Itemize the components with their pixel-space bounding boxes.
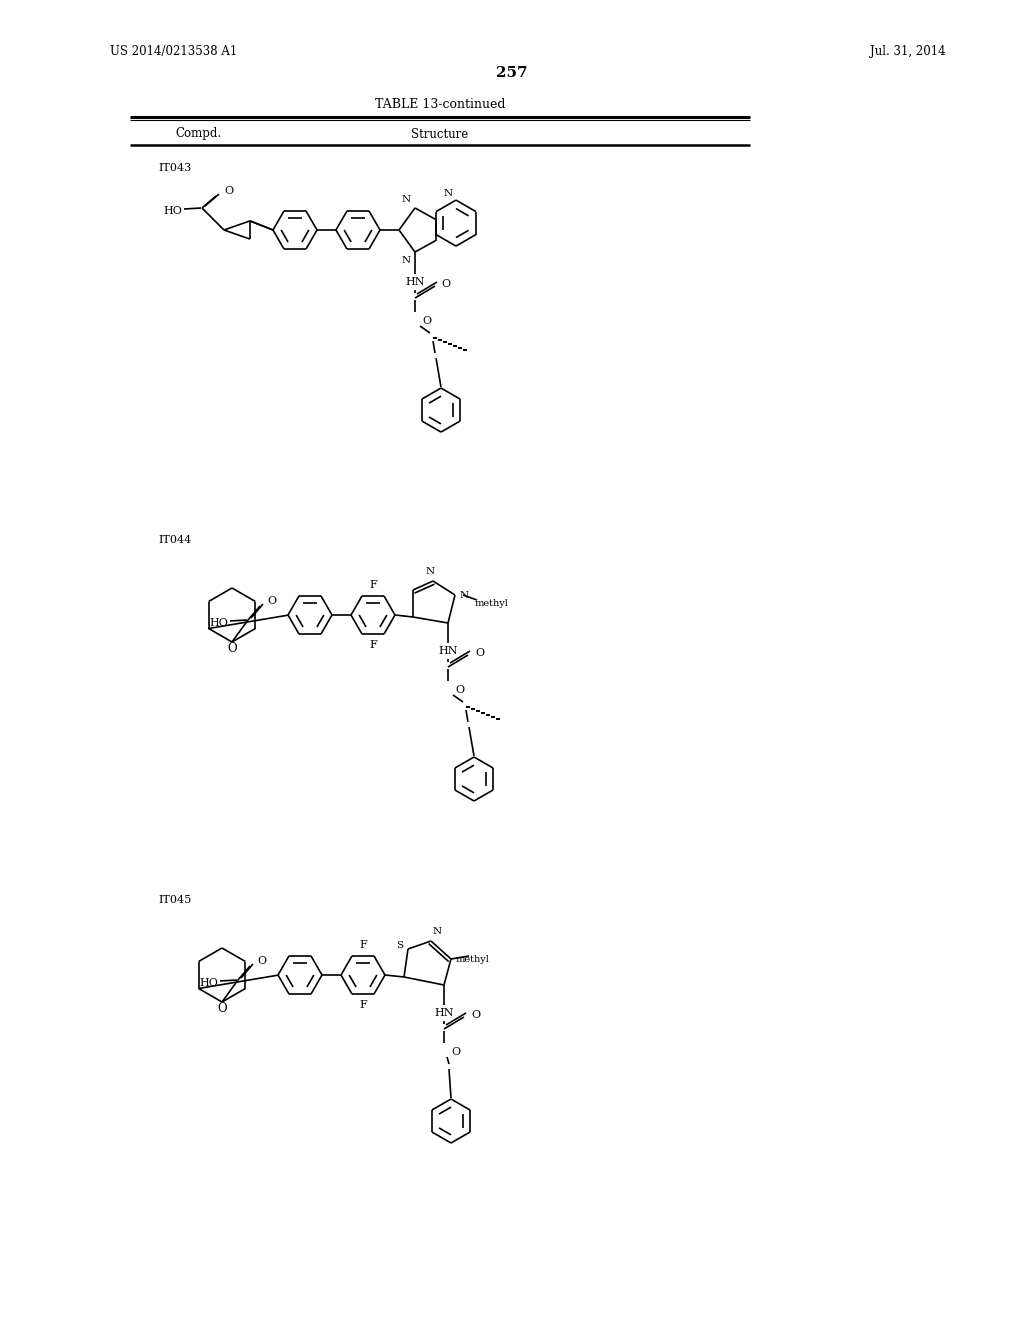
Text: IT045: IT045	[158, 895, 191, 906]
Text: O: O	[227, 642, 237, 655]
Text: N: N	[460, 590, 469, 599]
Text: O: O	[455, 685, 464, 696]
Text: N: N	[401, 256, 411, 265]
Text: O: O	[224, 186, 233, 195]
Text: O: O	[471, 1010, 480, 1020]
Text: Structure: Structure	[412, 128, 469, 140]
Text: methyl: methyl	[475, 598, 509, 607]
Text: N: N	[401, 195, 411, 205]
Text: O: O	[451, 1047, 460, 1057]
Text: O: O	[422, 315, 431, 326]
Text: IT044: IT044	[158, 535, 191, 545]
Text: N: N	[443, 189, 453, 198]
Text: F: F	[359, 940, 367, 950]
Text: S: S	[396, 941, 403, 950]
Text: O: O	[475, 648, 484, 657]
Text: Compd.: Compd.	[175, 128, 221, 140]
Text: O: O	[257, 956, 266, 966]
Text: US 2014/0213538 A1: US 2014/0213538 A1	[110, 45, 238, 58]
Text: HO: HO	[199, 978, 218, 987]
Text: HO: HO	[209, 618, 228, 628]
Text: TABLE 13-continued: TABLE 13-continued	[375, 99, 505, 111]
Text: F: F	[369, 579, 377, 590]
Text: HN: HN	[434, 1008, 454, 1018]
Text: HN: HN	[406, 277, 425, 286]
Text: HN: HN	[438, 645, 458, 656]
Text: F: F	[359, 1001, 367, 1010]
Text: F: F	[369, 640, 377, 649]
Text: O: O	[217, 1002, 226, 1015]
Text: IT043: IT043	[158, 162, 191, 173]
Text: N: N	[433, 927, 442, 936]
Text: O: O	[267, 597, 276, 606]
Text: N: N	[425, 568, 434, 576]
Text: HO: HO	[163, 206, 182, 216]
Text: Jul. 31, 2014: Jul. 31, 2014	[870, 45, 945, 58]
Text: 257: 257	[497, 66, 527, 81]
Text: methyl: methyl	[456, 954, 489, 964]
Text: O: O	[441, 279, 451, 289]
